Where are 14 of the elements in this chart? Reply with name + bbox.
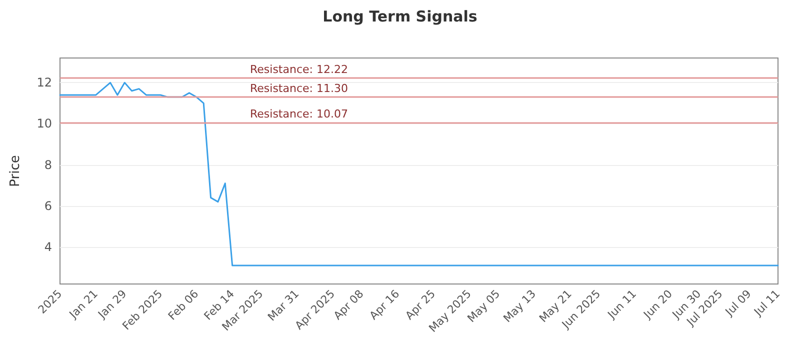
x-tick-label: Feb 06 [166, 287, 202, 323]
y-tick-label: 10 [36, 116, 52, 131]
chart-title: Long Term Signals [322, 8, 478, 26]
y-tick-label: 12 [36, 76, 52, 90]
x-tick-label: Jun 11 [604, 287, 639, 322]
ref-line-label: Resistance: 10.07 [250, 107, 348, 120]
y-axis-title: Price [8, 155, 23, 187]
y-tick-label: 8 [44, 158, 52, 172]
x-tick-label: Apr 16 [367, 287, 402, 322]
y-tick-label: 4 [44, 240, 52, 254]
line-series [59, 82, 779, 266]
ref-line-label: Resistance: 12.22 [250, 63, 348, 76]
y-tick-label: 6 [44, 198, 52, 213]
ref-line-label: Resistance: 11.30 [250, 82, 348, 96]
